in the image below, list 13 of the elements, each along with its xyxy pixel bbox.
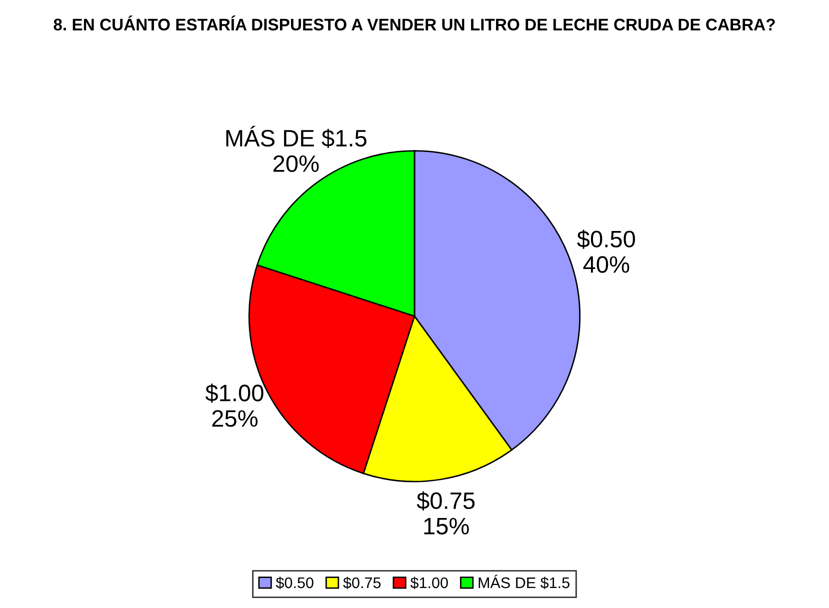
legend-label: $0.50 — [276, 576, 314, 590]
legend-label: $1.00 — [410, 576, 448, 590]
slice-label: $0.75 — [416, 491, 475, 510]
slice-label: MÁS DE $1.5 — [226, 126, 366, 148]
slice-label: $0.50 — [577, 230, 636, 249]
slice-label: $1.00 — [205, 384, 264, 403]
data-label: 25% — [212, 410, 258, 427]
legend-label: MÁS DE $1.5 — [478, 574, 570, 590]
chart-title: 8. EN CUÁNTO ESTARÍA DISPUESTO A VENDER UN LITRO DE LECHE CRUDA DE CABRA? — [54, 16, 775, 30]
legend-label: $0.75 — [343, 576, 381, 590]
data-label: 40% — [583, 256, 630, 273]
data-label: 15% — [424, 518, 469, 534]
data-label: 20% — [273, 155, 319, 172]
